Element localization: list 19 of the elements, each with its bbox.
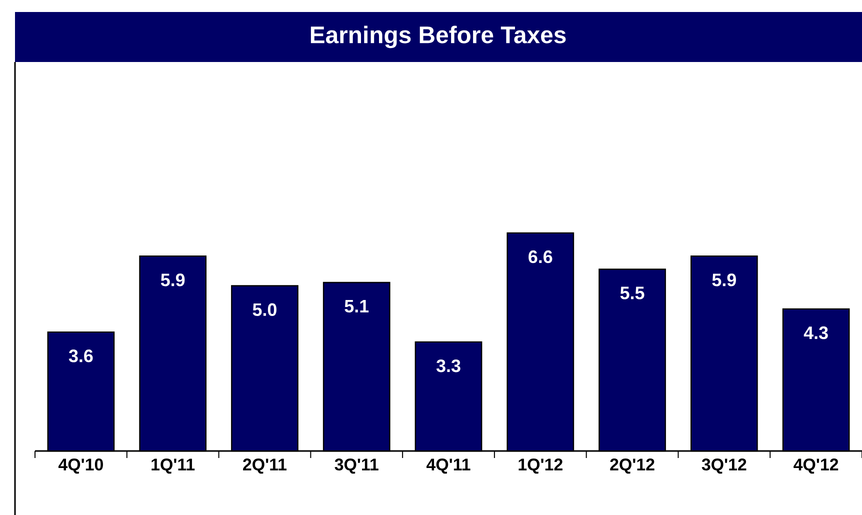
x-tick-label: 4Q'11 — [426, 458, 470, 474]
data-label: 5.9 — [160, 274, 185, 286]
data-label: 3.6 — [68, 350, 93, 362]
x-tick-label: 1Q'12 — [518, 458, 562, 474]
x-tick-label: 2Q'12 — [610, 458, 654, 474]
data-label: 5.0 — [252, 303, 276, 316]
x-tick-label: 3Q'12 — [702, 458, 746, 474]
x-tick-label: 3Q'11 — [334, 458, 378, 474]
data-label: 5.5 — [620, 286, 644, 300]
x-tick-label: 4Q'12 — [794, 458, 838, 474]
x-tick-label: 2Q'11 — [243, 458, 287, 474]
data-label: 5.1 — [344, 300, 369, 313]
x-tick-label: 1Q'11 — [152, 458, 195, 474]
data-label: 3.3 — [436, 359, 460, 372]
data-label: 5.9 — [712, 274, 736, 286]
x-tick-label: 4Q'10 — [58, 458, 103, 474]
chart-title: Earnings Before Taxes — [310, 26, 566, 48]
data-label: 4.3 — [804, 326, 828, 340]
data-label: 6.6 — [528, 250, 552, 264]
